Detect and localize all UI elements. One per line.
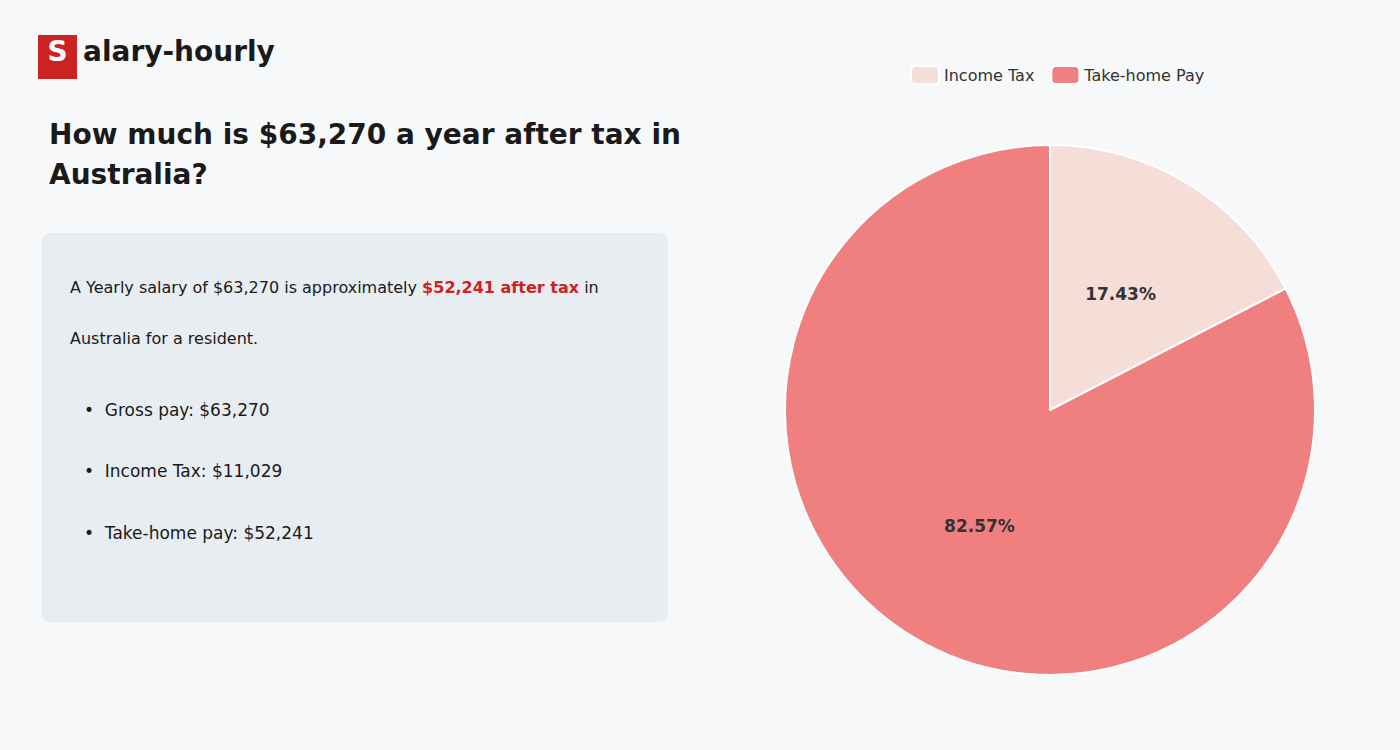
svg-text:Income Tax: Income Tax xyxy=(944,66,1034,85)
svg-text:A Yearly salary of $63,270 is: A Yearly salary of $63,270 is approximat… xyxy=(70,278,422,297)
svg-text:alary-hourly: alary-hourly xyxy=(83,35,275,68)
svg-text:Australia?: Australia? xyxy=(49,158,208,191)
svg-text:• Gross pay: $63,270: • Gross pay: $63,270 xyxy=(84,400,270,420)
svg-text:in: in xyxy=(579,278,599,297)
svg-text:• Take-home pay: $52,241: • Take-home pay: $52,241 xyxy=(84,523,314,543)
svg-text:82.57%: 82.57% xyxy=(944,516,1015,536)
svg-text:How much is $63,270 a year aft: How much is $63,270 a year after tax in xyxy=(49,118,681,151)
svg-text:• Income Tax: $11,029: • Income Tax: $11,029 xyxy=(84,461,282,481)
svg-text:Australia for a resident.: Australia for a resident. xyxy=(70,329,258,348)
svg-text:17.43%: 17.43% xyxy=(1085,284,1156,304)
svg-text:$52,241 after tax: $52,241 after tax xyxy=(422,278,580,297)
svg-text:Take-home Pay: Take-home Pay xyxy=(1083,66,1204,85)
svg-text:S: S xyxy=(47,35,67,68)
